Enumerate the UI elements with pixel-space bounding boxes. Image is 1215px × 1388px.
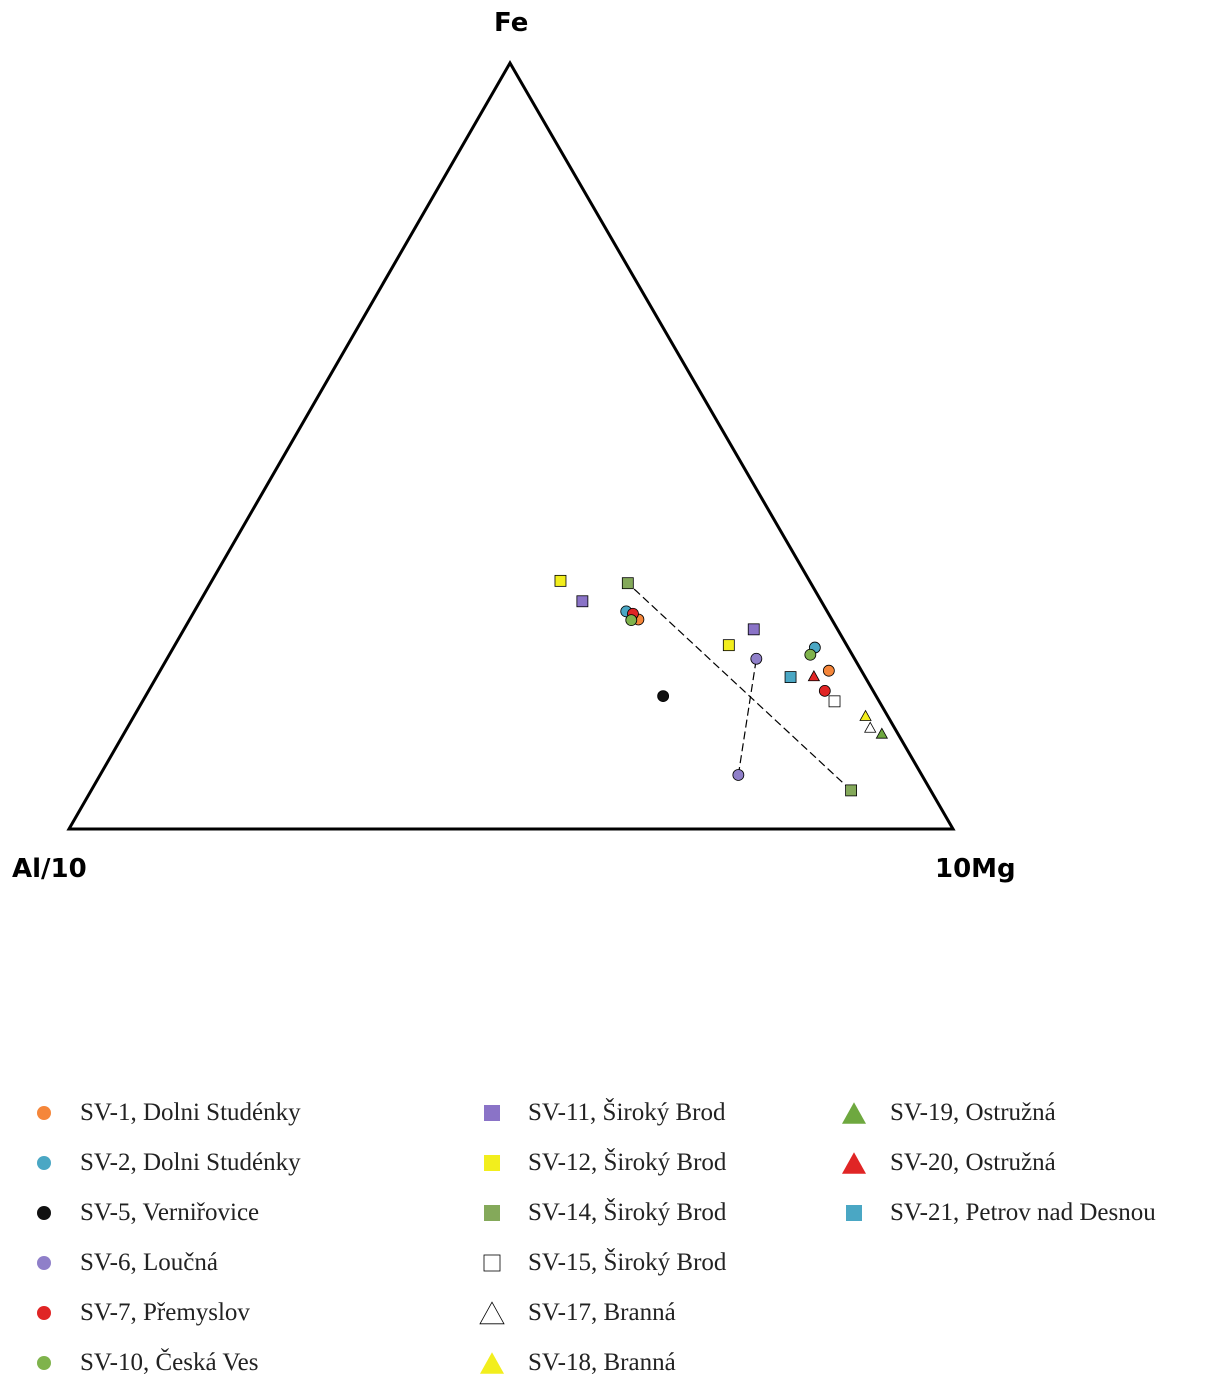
legend-item: SV-20, Ostružná	[840, 1138, 1156, 1188]
legend-label: SV-5, Verniřovice	[80, 1199, 260, 1226]
legend-item: SV-19, Ostružná	[840, 1088, 1156, 1138]
data-points	[554, 574, 889, 797]
data-point-sv-7-2	[818, 684, 831, 697]
data-point-sv-11-1	[576, 595, 589, 608]
data-point-sv-19-1	[875, 727, 889, 739]
legend-item: SV-7, Přemyslov	[30, 1288, 301, 1338]
legend-item: SV-21, Petrov nad Desnou	[840, 1188, 1156, 1238]
legend-label: SV-1, Dolni Studénky	[80, 1099, 301, 1126]
data-point-sv-20-1	[807, 670, 821, 682]
legend-column-2: SV-11, Široký Brod SV-12, Široký Brod SV-1…	[478, 1088, 726, 1388]
data-point-sv-18-1	[859, 709, 872, 721]
legend-item: SV-15, Široký Brod	[478, 1238, 726, 1288]
tie-line-1	[627, 582, 852, 791]
legend-marker-icon	[478, 1249, 506, 1277]
data-point-sv-12-2	[722, 639, 735, 652]
legend-marker-icon	[478, 1149, 506, 1177]
legend-marker-icon	[30, 1099, 58, 1127]
legend-column-3: SV-19, Ostružná SV-20, Ostružná SV-21, Pet…	[840, 1088, 1156, 1238]
data-point-sv-6-2	[750, 652, 763, 665]
legend-label: SV-20, Ostružná	[890, 1149, 1056, 1176]
legend-column-1: SV-1, Dolni Studénky SV-2, Dolni Studénky…	[30, 1088, 301, 1388]
legend-item: SV-12, Široký Brod	[478, 1138, 726, 1188]
data-point-sv-12-1	[554, 574, 567, 587]
tie-line-2	[737, 658, 757, 776]
legend-label: SV-7, Přemyslov	[80, 1299, 250, 1326]
data-point-sv-15-1	[828, 695, 841, 708]
tie-lines	[627, 582, 852, 791]
legend-item: SV-11, Široký Brod	[478, 1088, 726, 1138]
data-point-sv-21-1	[784, 671, 797, 683]
legend-label: SV-21, Petrov nad Desnou	[890, 1199, 1156, 1226]
legend-marker-icon	[30, 1249, 58, 1277]
legend-marker-icon	[30, 1149, 58, 1177]
data-point-sv-10-1	[625, 614, 638, 626]
apex-label-bottom-right: 10Mg	[935, 854, 1016, 884]
ternary-plot	[66, 59, 956, 831]
apex-label-top: Fe	[494, 8, 529, 38]
legend-marker-icon	[840, 1149, 868, 1177]
data-point-sv-5-1	[657, 690, 670, 703]
legend-item: SV-5, Verniřovice	[30, 1188, 301, 1238]
legend-label: SV-15, Široký Brod	[528, 1249, 727, 1276]
legend-marker-icon	[478, 1099, 506, 1127]
legend-label: SV-11, Široký Brod	[528, 1099, 726, 1126]
legend-label: SV-19, Ostružná	[890, 1099, 1056, 1126]
legend-marker-icon	[478, 1299, 506, 1327]
legend-item: SV-1, Dolni Studénky	[30, 1088, 301, 1138]
legend-item: SV-17, Branná	[478, 1288, 726, 1338]
legend-item: SV-10, Česká Ves	[30, 1338, 301, 1388]
apex-label-bottom-left: Al/10	[12, 854, 87, 884]
legend-item: SV-18, Branná	[478, 1338, 726, 1388]
legend-marker-icon	[30, 1199, 58, 1227]
legend-item: SV-6, Loučná	[30, 1238, 301, 1288]
data-point-sv-14-1	[845, 784, 858, 797]
ternary-triangle	[66, 59, 956, 831]
legend-item: SV-2, Dolni Studénky	[30, 1138, 301, 1188]
legend-label: SV-17, Branná	[528, 1299, 676, 1326]
legend-marker-icon	[840, 1099, 868, 1127]
legend-marker-icon	[478, 1199, 506, 1227]
legend-marker-icon	[30, 1299, 58, 1327]
legend: SV-1, Dolni Studénky SV-2, Dolni Studénky…	[0, 1088, 1215, 1378]
legend-item: SV-14, Široký Brod	[478, 1188, 726, 1238]
legend-label: SV-2, Dolni Studénky	[80, 1149, 301, 1176]
legend-marker-icon	[478, 1349, 506, 1377]
data-point-sv-17-1	[864, 721, 877, 733]
legend-label: SV-18, Branná	[528, 1349, 676, 1376]
legend-marker-icon	[840, 1199, 868, 1227]
data-point-sv-14-2	[621, 577, 634, 590]
data-point-sv-6-1	[732, 769, 745, 781]
legend-label: SV-6, Loučná	[80, 1249, 218, 1276]
data-point-sv-1-2	[822, 664, 835, 677]
legend-label: SV-12, Široký Brod	[528, 1149, 727, 1176]
legend-marker-icon	[30, 1349, 58, 1377]
data-point-sv-10-2	[804, 648, 817, 661]
legend-label: SV-10, Česká Ves	[80, 1349, 259, 1376]
legend-label: SV-14, Široký Brod	[528, 1199, 727, 1226]
data-point-sv-11-2	[747, 623, 760, 636]
